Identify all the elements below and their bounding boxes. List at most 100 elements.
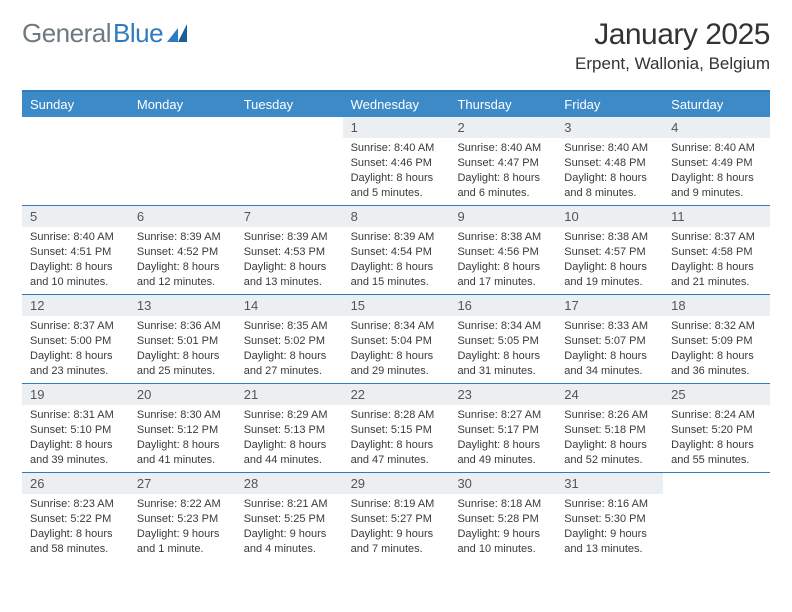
- week-row: 12Sunrise: 8:37 AMSunset: 5:00 PMDayligh…: [22, 294, 770, 383]
- day-info-line: Sunset: 5:00 PM: [30, 334, 121, 349]
- day-info-line: and 17 minutes.: [457, 275, 548, 290]
- day-info-line: and 47 minutes.: [351, 453, 442, 468]
- day-number: 22: [343, 384, 450, 405]
- header: GeneralBlue January 2025 Erpent, Walloni…: [22, 18, 770, 74]
- day-info-line: and 10 minutes.: [457, 542, 548, 557]
- day-info-line: and 1 minute.: [137, 542, 228, 557]
- day-info-line: Daylight: 8 hours: [30, 438, 121, 453]
- day-number: 6: [129, 206, 236, 227]
- day-cell: 18Sunrise: 8:32 AMSunset: 5:09 PMDayligh…: [663, 295, 770, 383]
- day-cell: 26Sunrise: 8:23 AMSunset: 5:22 PMDayligh…: [22, 473, 129, 561]
- day-number: 17: [556, 295, 663, 316]
- day-info-line: Sunrise: 8:22 AM: [137, 497, 228, 512]
- day-info: Sunrise: 8:30 AMSunset: 5:12 PMDaylight:…: [129, 405, 236, 471]
- day-cell: 25Sunrise: 8:24 AMSunset: 5:20 PMDayligh…: [663, 384, 770, 472]
- day-info-line: Sunset: 5:27 PM: [351, 512, 442, 527]
- day-info-line: Sunrise: 8:39 AM: [351, 230, 442, 245]
- day-header: Tuesday: [236, 92, 343, 117]
- day-cell: [129, 117, 236, 205]
- day-info: Sunrise: 8:34 AMSunset: 5:04 PMDaylight:…: [343, 316, 450, 382]
- day-info-line: Sunrise: 8:37 AM: [671, 230, 762, 245]
- day-info-line: and 44 minutes.: [244, 453, 335, 468]
- calendar: Sunday Monday Tuesday Wednesday Thursday…: [22, 90, 770, 561]
- day-info-line: Sunset: 4:47 PM: [457, 156, 548, 171]
- day-info-line: Sunrise: 8:33 AM: [564, 319, 655, 334]
- day-info-line: and 25 minutes.: [137, 364, 228, 379]
- day-cell: 2Sunrise: 8:40 AMSunset: 4:47 PMDaylight…: [449, 117, 556, 205]
- day-number: 16: [449, 295, 556, 316]
- day-info-line: Sunrise: 8:38 AM: [457, 230, 548, 245]
- day-cell: 11Sunrise: 8:37 AMSunset: 4:58 PMDayligh…: [663, 206, 770, 294]
- day-number: [129, 117, 236, 137]
- day-header: Sunday: [22, 92, 129, 117]
- day-info-line: Sunset: 4:56 PM: [457, 245, 548, 260]
- day-info-line: Sunrise: 8:26 AM: [564, 408, 655, 423]
- day-info-line: Sunset: 4:48 PM: [564, 156, 655, 171]
- day-info-line: Daylight: 8 hours: [671, 438, 762, 453]
- logo: GeneralBlue: [22, 18, 189, 49]
- day-info-line: Sunset: 5:02 PM: [244, 334, 335, 349]
- day-info: Sunrise: 8:33 AMSunset: 5:07 PMDaylight:…: [556, 316, 663, 382]
- day-cell: 23Sunrise: 8:27 AMSunset: 5:17 PMDayligh…: [449, 384, 556, 472]
- day-info: Sunrise: 8:18 AMSunset: 5:28 PMDaylight:…: [449, 494, 556, 560]
- day-header: Monday: [129, 92, 236, 117]
- day-info-line: Sunrise: 8:35 AM: [244, 319, 335, 334]
- day-cell: 30Sunrise: 8:18 AMSunset: 5:28 PMDayligh…: [449, 473, 556, 561]
- day-number: [236, 117, 343, 137]
- day-info-line: Sunset: 5:05 PM: [457, 334, 548, 349]
- day-info-line: Sunrise: 8:34 AM: [351, 319, 442, 334]
- day-info-line: Sunset: 4:57 PM: [564, 245, 655, 260]
- day-cell: 3Sunrise: 8:40 AMSunset: 4:48 PMDaylight…: [556, 117, 663, 205]
- day-number: 10: [556, 206, 663, 227]
- day-header: Saturday: [663, 92, 770, 117]
- day-info-line: Sunrise: 8:39 AM: [137, 230, 228, 245]
- day-info: Sunrise: 8:37 AMSunset: 5:00 PMDaylight:…: [22, 316, 129, 382]
- day-number: 31: [556, 473, 663, 494]
- day-info-line: Sunrise: 8:30 AM: [137, 408, 228, 423]
- day-info-line: Sunset: 4:46 PM: [351, 156, 442, 171]
- day-info-line: Sunset: 4:51 PM: [30, 245, 121, 260]
- week-row: 1Sunrise: 8:40 AMSunset: 4:46 PMDaylight…: [22, 117, 770, 205]
- day-cell: 27Sunrise: 8:22 AMSunset: 5:23 PMDayligh…: [129, 473, 236, 561]
- day-info: Sunrise: 8:23 AMSunset: 5:22 PMDaylight:…: [22, 494, 129, 560]
- day-cell: 9Sunrise: 8:38 AMSunset: 4:56 PMDaylight…: [449, 206, 556, 294]
- day-info-line: Sunset: 5:30 PM: [564, 512, 655, 527]
- day-number: 1: [343, 117, 450, 138]
- day-info-line: Sunrise: 8:40 AM: [351, 141, 442, 156]
- day-cell: 22Sunrise: 8:28 AMSunset: 5:15 PMDayligh…: [343, 384, 450, 472]
- day-cell: 12Sunrise: 8:37 AMSunset: 5:00 PMDayligh…: [22, 295, 129, 383]
- day-number: [663, 473, 770, 493]
- weeks-container: 1Sunrise: 8:40 AMSunset: 4:46 PMDaylight…: [22, 117, 770, 561]
- day-info-line: Sunset: 5:07 PM: [564, 334, 655, 349]
- day-info: Sunrise: 8:38 AMSunset: 4:57 PMDaylight:…: [556, 227, 663, 293]
- day-info: Sunrise: 8:28 AMSunset: 5:15 PMDaylight:…: [343, 405, 450, 471]
- day-info-line: and 36 minutes.: [671, 364, 762, 379]
- day-info-line: Daylight: 8 hours: [30, 260, 121, 275]
- day-info-line: Daylight: 8 hours: [244, 438, 335, 453]
- day-number: 23: [449, 384, 556, 405]
- day-info: Sunrise: 8:37 AMSunset: 4:58 PMDaylight:…: [663, 227, 770, 293]
- day-info-line: Sunrise: 8:24 AM: [671, 408, 762, 423]
- day-info-line: Sunset: 4:49 PM: [671, 156, 762, 171]
- day-info: Sunrise: 8:26 AMSunset: 5:18 PMDaylight:…: [556, 405, 663, 471]
- day-info-line: Daylight: 8 hours: [564, 260, 655, 275]
- day-info-line: Sunrise: 8:40 AM: [671, 141, 762, 156]
- day-cell: 5Sunrise: 8:40 AMSunset: 4:51 PMDaylight…: [22, 206, 129, 294]
- logo-text-2: Blue: [113, 18, 163, 49]
- day-info-line: Sunset: 4:52 PM: [137, 245, 228, 260]
- day-info-line: Daylight: 8 hours: [564, 438, 655, 453]
- day-cell: 13Sunrise: 8:36 AMSunset: 5:01 PMDayligh…: [129, 295, 236, 383]
- day-number: 20: [129, 384, 236, 405]
- day-info: Sunrise: 8:38 AMSunset: 4:56 PMDaylight:…: [449, 227, 556, 293]
- page-subtitle: Erpent, Wallonia, Belgium: [575, 54, 770, 74]
- day-info-line: Sunset: 5:20 PM: [671, 423, 762, 438]
- day-info-line: Daylight: 8 hours: [137, 349, 228, 364]
- day-info-line: Sunrise: 8:23 AM: [30, 497, 121, 512]
- day-number: 29: [343, 473, 450, 494]
- day-info-line: Sunrise: 8:40 AM: [457, 141, 548, 156]
- day-info-line: Daylight: 9 hours: [564, 527, 655, 542]
- day-info: Sunrise: 8:40 AMSunset: 4:46 PMDaylight:…: [343, 138, 450, 204]
- day-info-line: Daylight: 8 hours: [244, 260, 335, 275]
- day-number: 3: [556, 117, 663, 138]
- day-number: 15: [343, 295, 450, 316]
